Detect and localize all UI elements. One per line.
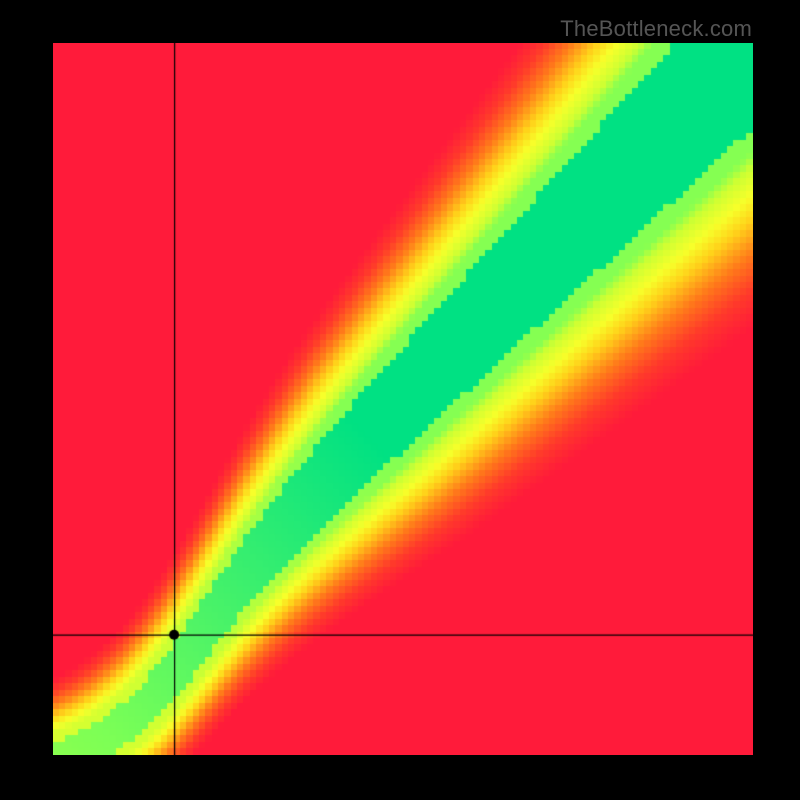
watermark-text: TheBottleneck.com: [560, 16, 752, 42]
bottleneck-heatmap: [53, 43, 753, 755]
